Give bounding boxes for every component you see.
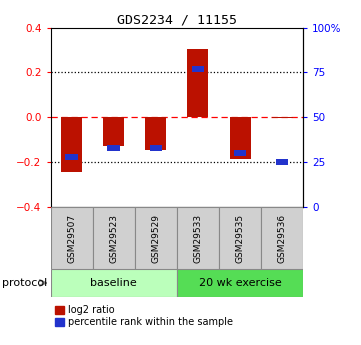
Text: GSM29529: GSM29529 <box>151 214 160 263</box>
Legend: log2 ratio, percentile rank within the sample: log2 ratio, percentile rank within the s… <box>55 305 233 327</box>
Bar <box>230 117 251 159</box>
Bar <box>192 66 204 72</box>
Bar <box>61 117 82 172</box>
Text: 20 wk exercise: 20 wk exercise <box>199 278 282 288</box>
Bar <box>93 207 135 269</box>
Bar <box>65 154 78 160</box>
Bar <box>219 207 261 269</box>
Bar <box>149 145 162 151</box>
Bar <box>234 150 246 156</box>
Text: GSM29535: GSM29535 <box>236 214 244 263</box>
Text: GSM29523: GSM29523 <box>109 214 118 263</box>
Bar <box>271 117 293 118</box>
Bar <box>177 269 303 297</box>
Bar <box>261 207 303 269</box>
Text: GSM29507: GSM29507 <box>67 214 76 263</box>
Title: GDS2234 / 11155: GDS2234 / 11155 <box>117 13 237 27</box>
Bar <box>51 207 93 269</box>
Text: GSM29536: GSM29536 <box>278 214 287 263</box>
Text: baseline: baseline <box>90 278 137 288</box>
Text: protocol: protocol <box>2 278 47 288</box>
Bar <box>145 117 166 150</box>
Bar <box>276 159 288 165</box>
Bar <box>103 117 124 146</box>
Bar <box>187 49 208 117</box>
Bar <box>107 145 120 151</box>
Bar <box>177 207 219 269</box>
Text: GSM29533: GSM29533 <box>193 214 203 263</box>
Bar <box>135 207 177 269</box>
Bar <box>51 269 177 297</box>
